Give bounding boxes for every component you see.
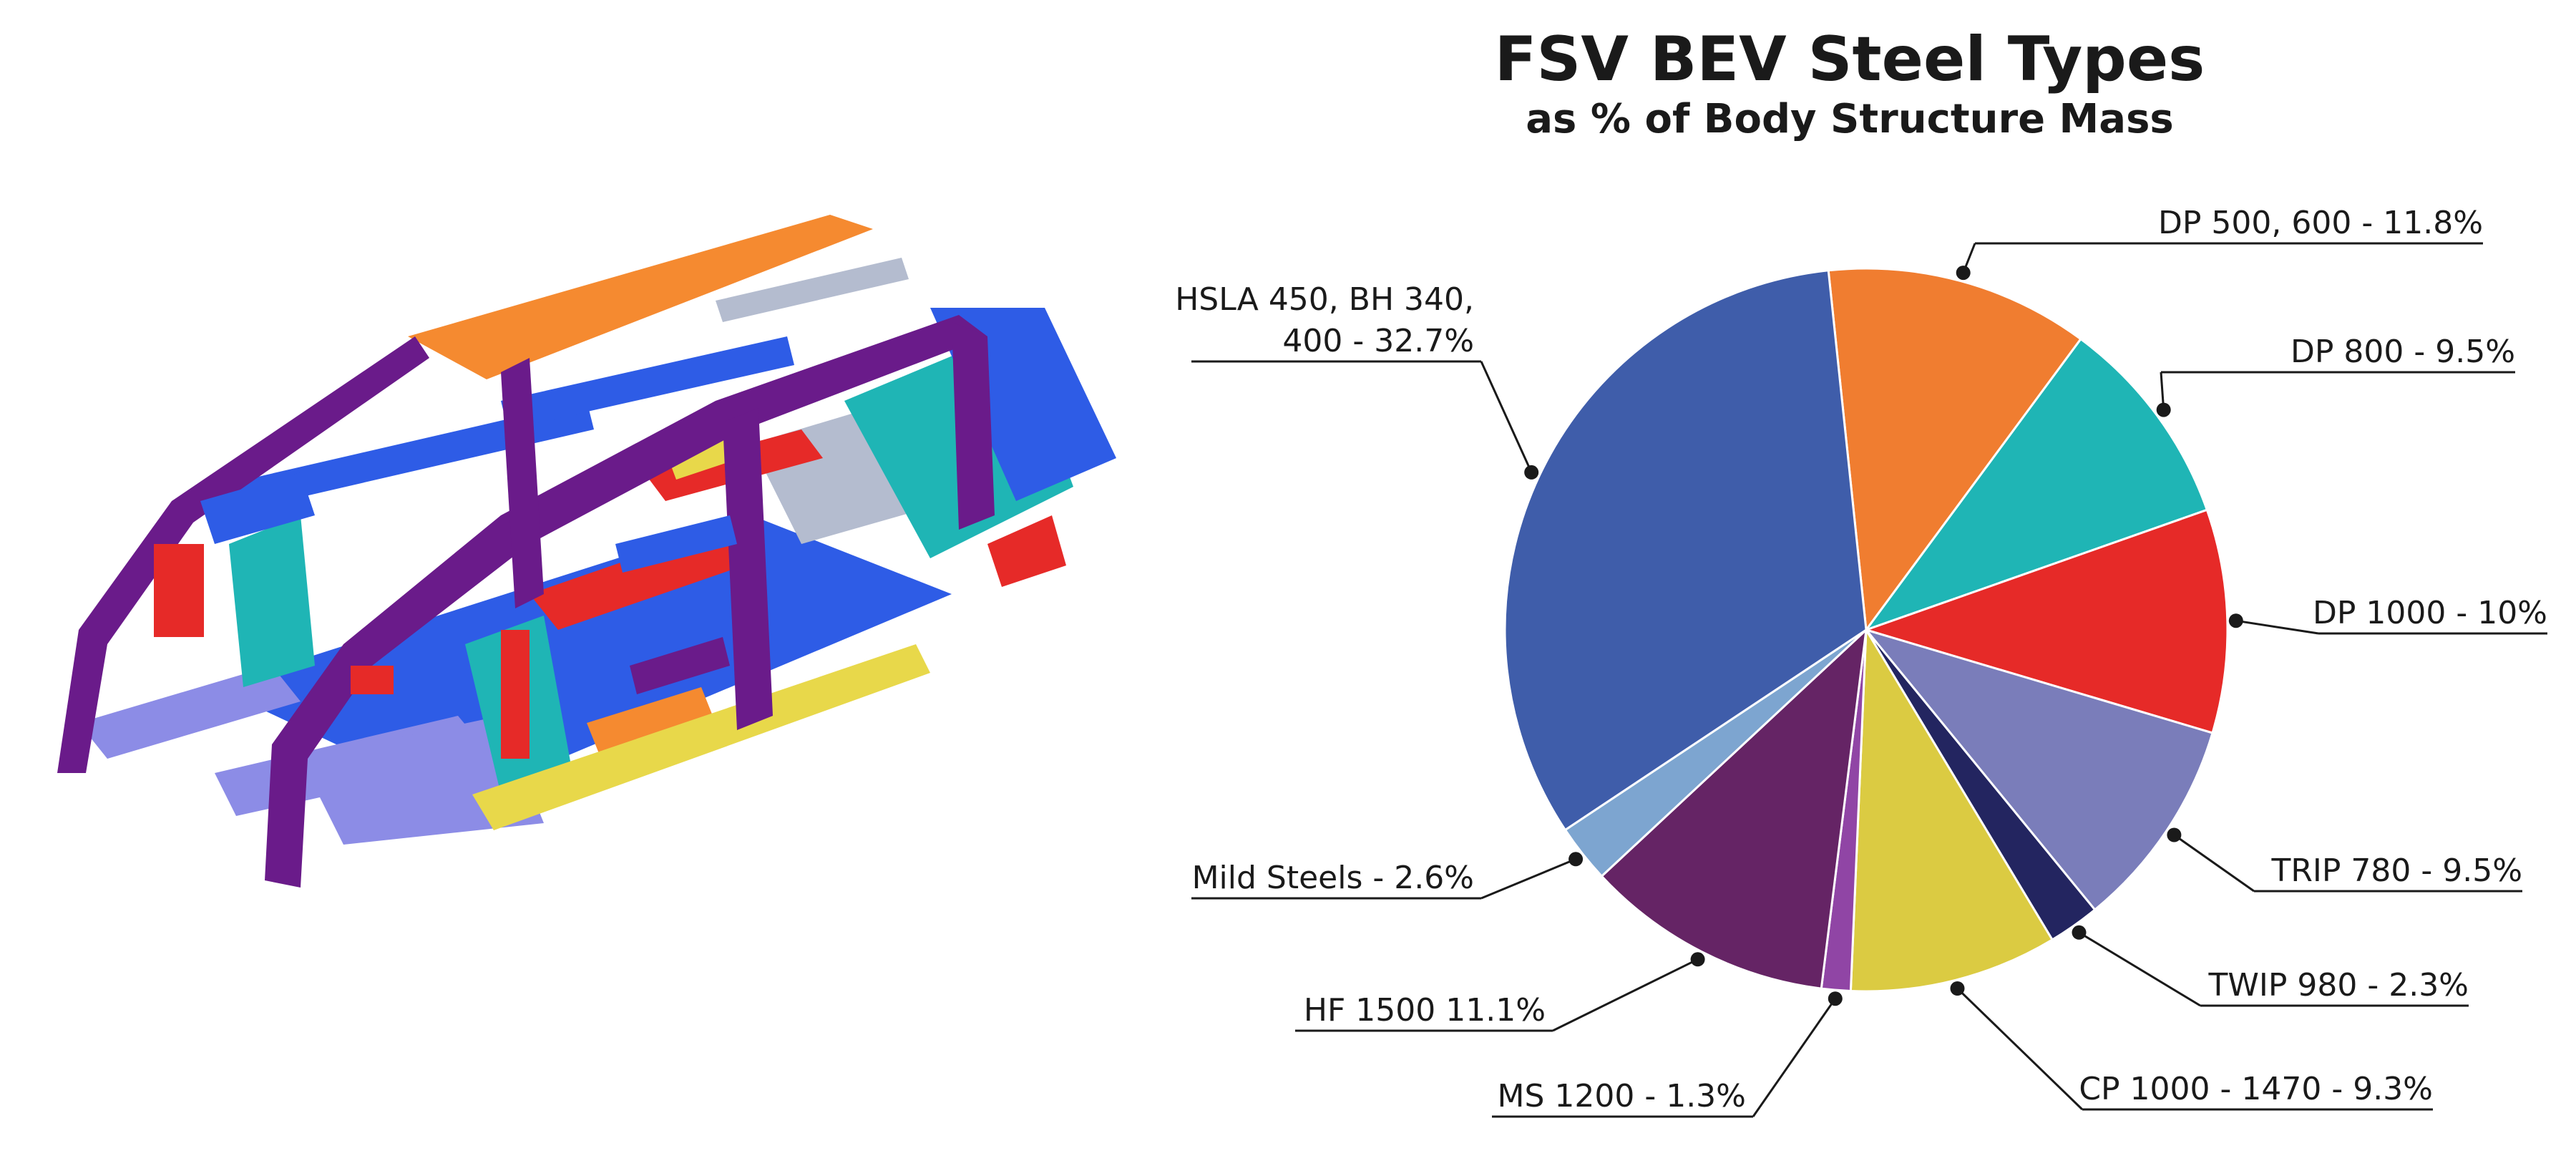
slice-label: TRIP 780 - 9.5% [2270, 852, 2522, 889]
car-body-structure-icon [57, 215, 1116, 888]
pie-slice [1849, 626, 2054, 993]
leader-line [1480, 361, 1533, 473]
roof-panel [408, 215, 873, 379]
floor-crossmember [615, 515, 737, 573]
leader-line [1962, 243, 1976, 273]
chart-title: FSV BEV Steel Types [1495, 24, 2205, 95]
side-frame-near [265, 315, 987, 888]
pie-slice [1503, 269, 1868, 832]
front-rail-left [79, 666, 301, 759]
slice-label: DP 500, 600 - 11.8% [2158, 205, 2483, 241]
leader-line [2160, 371, 2165, 410]
leader-line [1480, 857, 1576, 900]
a-pillar-far [57, 336, 429, 773]
pie-slice [1600, 627, 1868, 990]
leader-line [1752, 998, 1837, 1117]
chart-subtitle: as % of Body Structure Mass [1526, 96, 2174, 142]
c-pillar-near [952, 322, 995, 530]
pie-slice [1863, 508, 2229, 734]
slice-label: CP 1000 - 1470 - 9.3% [2079, 1071, 2433, 1107]
leader-line [2173, 834, 2255, 893]
slice-label: HSLA 450, BH 340, [1175, 281, 1474, 318]
c-pillar-far [501, 358, 544, 608]
floor-yellow-strip [665, 429, 741, 480]
floor-purple-bar [630, 637, 730, 694]
pie-slice [1863, 628, 2214, 912]
header-front [215, 401, 594, 515]
pie-slices [1503, 267, 2229, 993]
cowl-teal [229, 515, 315, 687]
leader-line [1956, 987, 2084, 1111]
b-pillar-near [723, 408, 773, 730]
front-strut-tower [154, 544, 204, 637]
pie-slice [1863, 337, 2209, 633]
floor-orange-piece [587, 687, 716, 759]
slice-label: HF 1500 11.1% [1304, 992, 1546, 1029]
slice-labels: DP 500, 600 - 11.8% DP 800 - 9.5% DP 1000 … [1175, 205, 2547, 1118]
front-bracket [351, 666, 394, 694]
dash-crossbar [200, 472, 315, 544]
header-mid [501, 336, 794, 429]
slice-label: DP 1000 - 10% [2313, 595, 2547, 631]
leader-line [1552, 958, 1699, 1032]
slice-label: DP 800 - 9.5% [2290, 334, 2515, 370]
slice-label: 400 - 32.7% [1282, 323, 1474, 359]
rear-red-part [987, 515, 1066, 587]
slice-label: MS 1200 - 1.3% [1498, 1078, 1747, 1114]
rocker-sill [472, 644, 930, 830]
b-pillar-reinforcement [501, 630, 530, 759]
leader-line [2078, 931, 2201, 1007]
slice-label: Mild Steels - 2.6% [1192, 860, 1474, 896]
roof-bow-rear [716, 258, 909, 322]
pie-slice [1827, 267, 2082, 633]
leader-line [2235, 619, 2319, 635]
slice-label: TWIP 980 - 2.3% [2208, 967, 2469, 1004]
